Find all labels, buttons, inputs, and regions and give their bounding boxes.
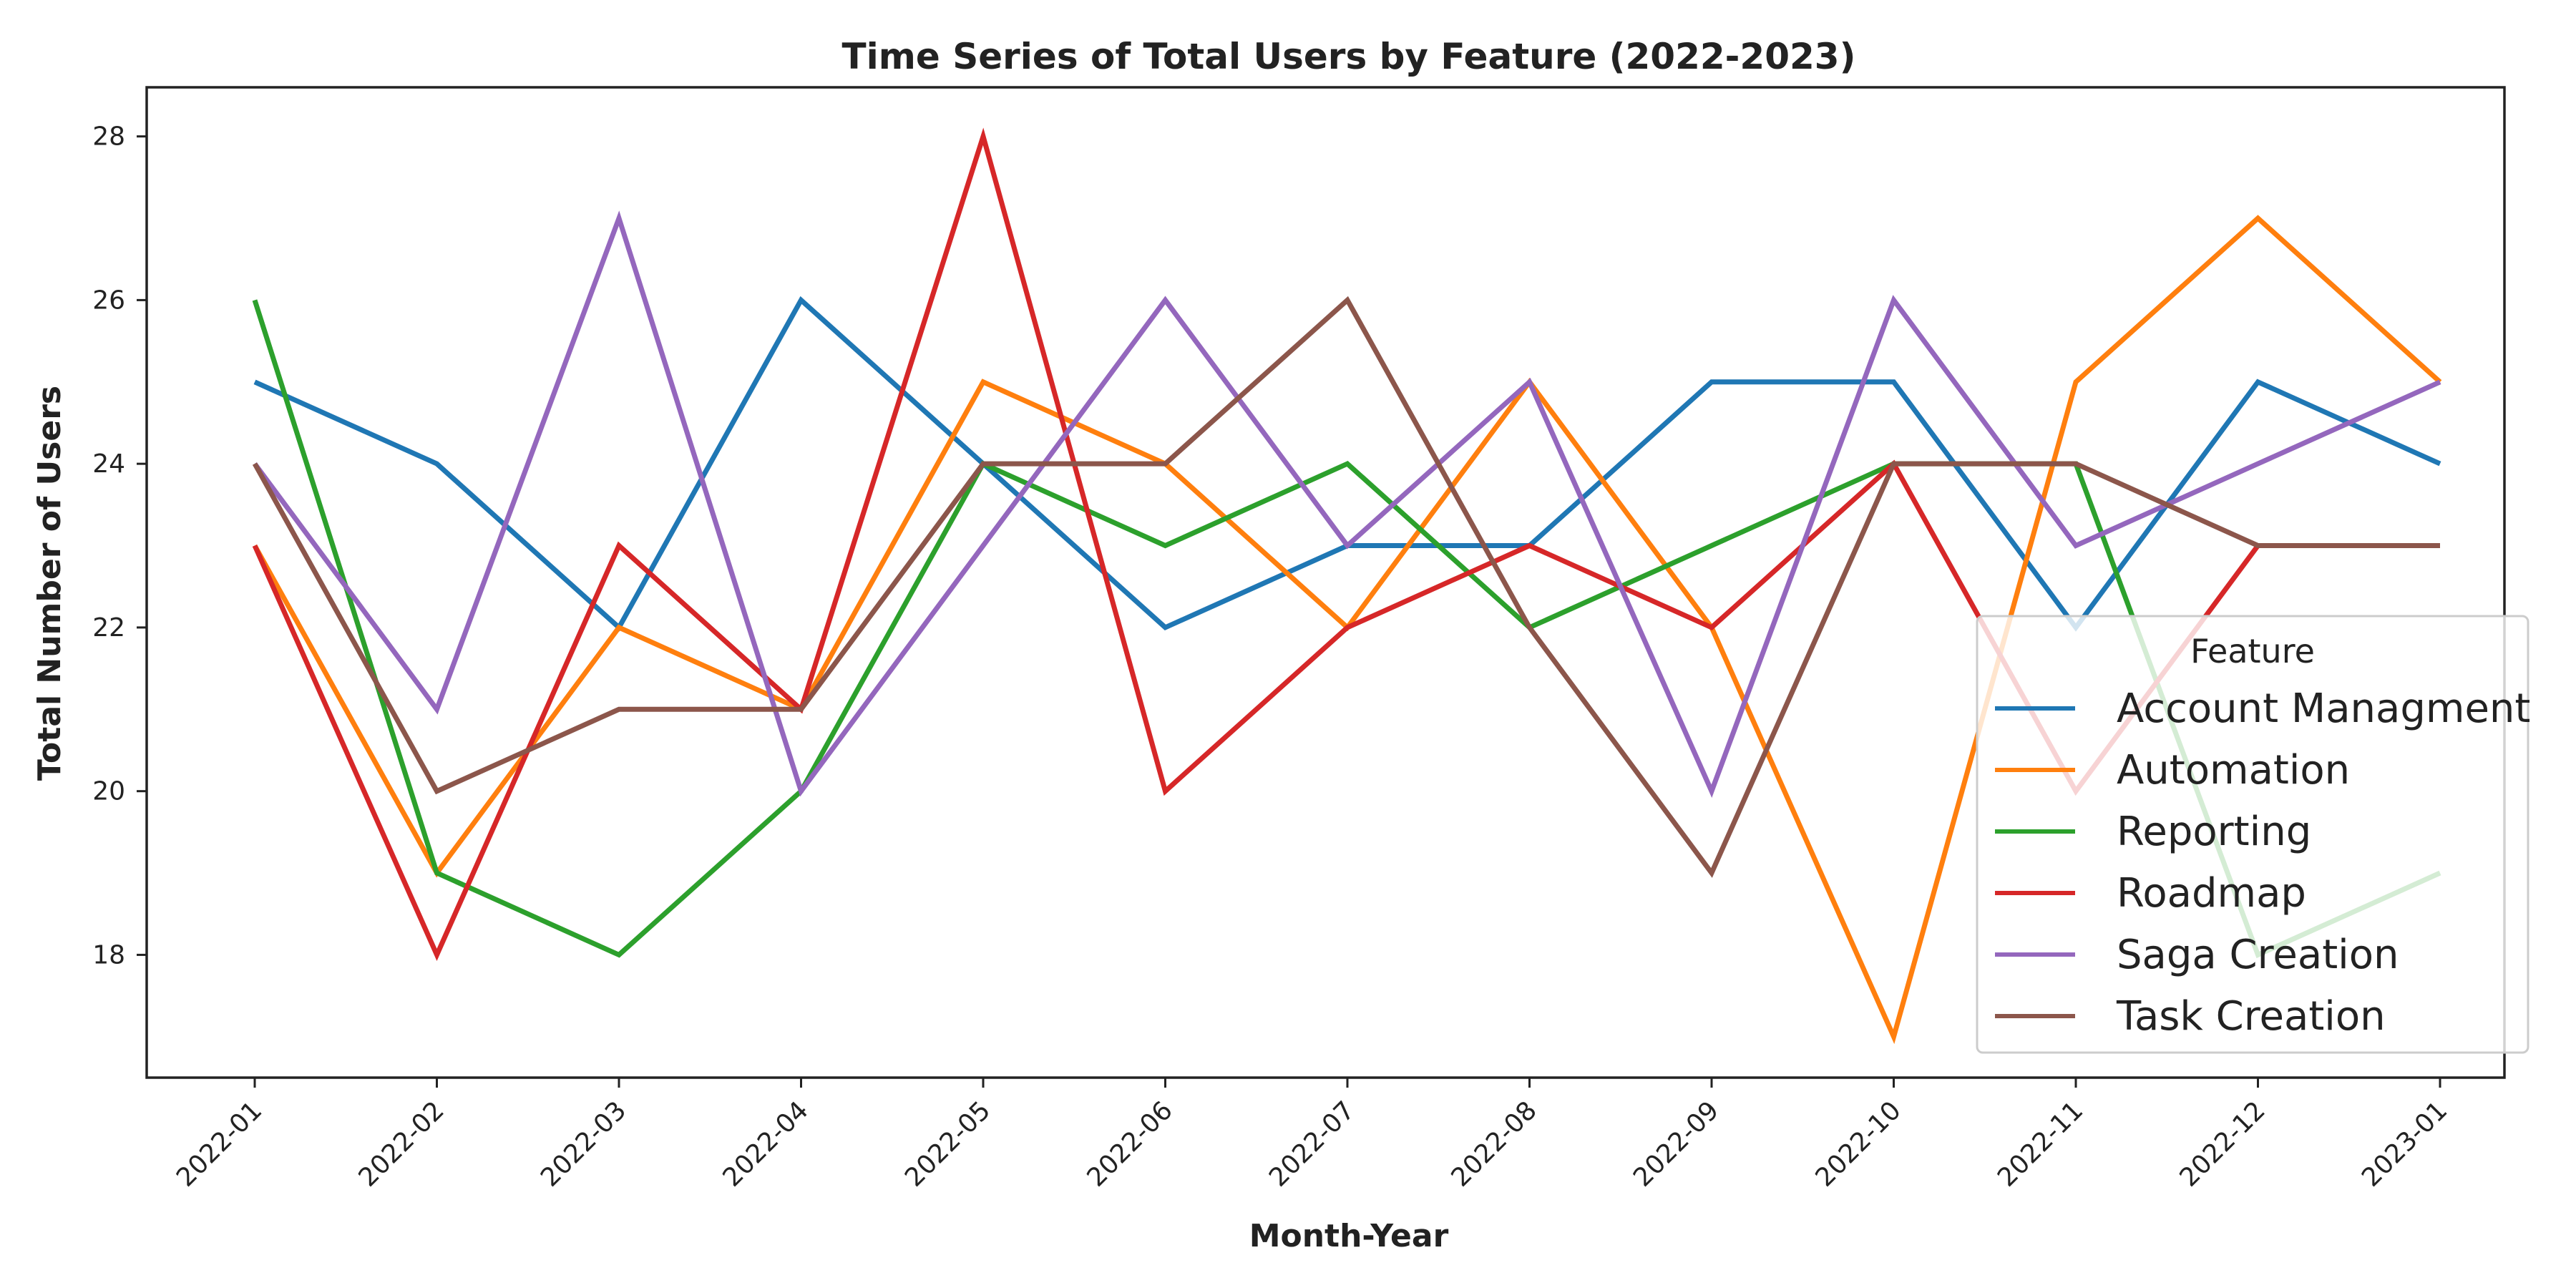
y-tick-label: 20 <box>92 777 125 806</box>
x-tick-label: 2022-04 <box>718 1096 814 1192</box>
legend: Feature Account Managment Automation Repor… <box>1976 615 2530 1054</box>
legend-label-roadmap: Roadmap <box>2117 870 2306 917</box>
legend-label-task-creation: Task Creation <box>2116 993 2386 1040</box>
x-tick-label: 2022-06 <box>1082 1096 1179 1192</box>
legend-label-saga-creation: Saga Creation <box>2117 932 2399 978</box>
x-tick-label: 2022-03 <box>535 1096 632 1192</box>
legend-label-account-managment: Account Managment <box>2117 686 2530 732</box>
x-axis-label: Month-Year <box>1249 1218 1449 1254</box>
legend-title: Feature <box>2190 632 2315 670</box>
y-tick-label: 22 <box>92 613 125 643</box>
x-tick-label: 2022-08 <box>1446 1096 1543 1192</box>
series-line-task-creation <box>252 296 2440 878</box>
y-axis-label: Total Number of Users <box>31 386 68 781</box>
legend-box <box>1976 615 2529 1054</box>
y-tick-label: 18 <box>92 940 125 970</box>
y-tick-label: 28 <box>92 122 125 152</box>
chart-title: Time Series of Total Users by Feature (2… <box>842 36 1856 77</box>
x-tick-label: 2022-12 <box>2175 1096 2271 1192</box>
legend-label-automation: Automation <box>2117 747 2350 794</box>
x-tick-label: 2023-01 <box>2356 1096 2453 1192</box>
x-tick-label: 2022-09 <box>1628 1096 1724 1192</box>
x-tick-label: 2022-07 <box>1264 1096 1360 1192</box>
x-tick-label: 2022-05 <box>899 1096 996 1192</box>
x-tick-label: 2022-10 <box>1810 1096 1907 1192</box>
legend-label-reporting: Reporting <box>2117 809 2311 855</box>
series-line-saga-creation <box>253 210 2441 798</box>
x-tick-label: 2022-02 <box>353 1096 450 1192</box>
x-tick-label: 2022-01 <box>171 1096 268 1192</box>
plot-frame <box>145 86 2506 1079</box>
y-tick-label: 24 <box>92 449 125 479</box>
y-tick-label: 26 <box>92 286 125 315</box>
x-tick-label: 2022-11 <box>1992 1096 2089 1192</box>
